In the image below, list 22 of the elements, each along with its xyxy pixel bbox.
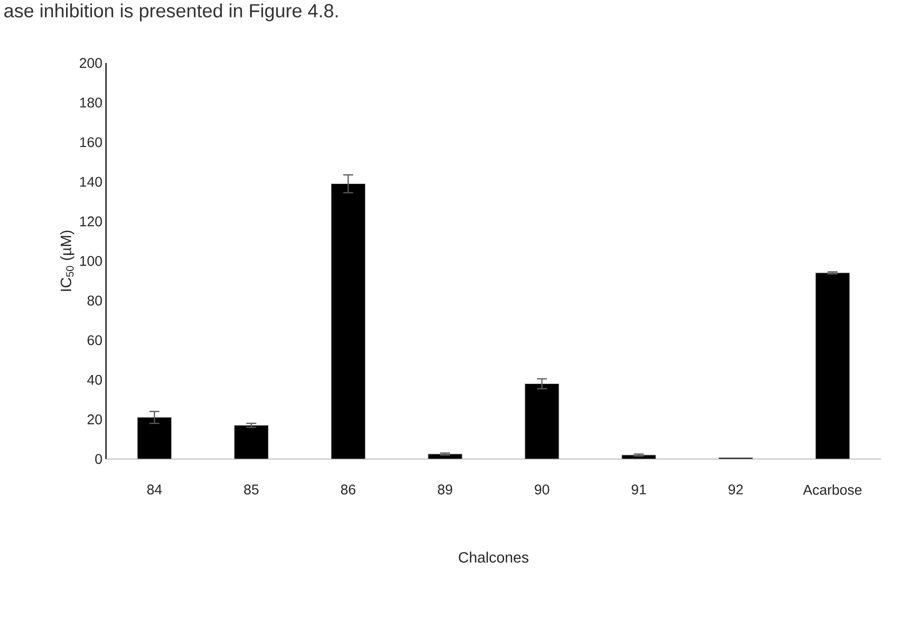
y-tick-label: 60 <box>88 335 102 346</box>
y-tick-label: 160 <box>80 137 102 148</box>
y-tick-label: 40 <box>87 374 102 385</box>
y-tick-label: 20 <box>88 414 102 424</box>
y-tick-label: 120 <box>80 216 102 226</box>
y-tick-label: 180 <box>80 98 102 108</box>
x-tick-label: 90 <box>534 484 550 494</box>
y-tick-label: 80 <box>88 296 102 306</box>
y-tick-label: 0 <box>95 454 102 464</box>
x-axis-title: Chalcones <box>458 552 528 563</box>
y-axis-title: IC$_{50}$ (µM) <box>60 230 74 291</box>
x-tick-label: Acarbose <box>803 484 862 495</box>
x-tick-label: 84 <box>147 484 162 494</box>
y-tick-label: 100 <box>80 256 102 266</box>
x-tick-label: 91 <box>632 484 646 494</box>
y-tick-label: 200 <box>80 58 102 68</box>
x-tick-label: 89 <box>438 484 452 494</box>
y-tick-label: 140 <box>80 176 102 187</box>
text: ase inhibition is presented in Figure 4.8. <box>4 4 338 22</box>
x-tick-label: 92 <box>728 484 743 494</box>
x-tick-label: 85 <box>244 484 259 494</box>
x-tick-label: 86 <box>341 484 356 494</box>
